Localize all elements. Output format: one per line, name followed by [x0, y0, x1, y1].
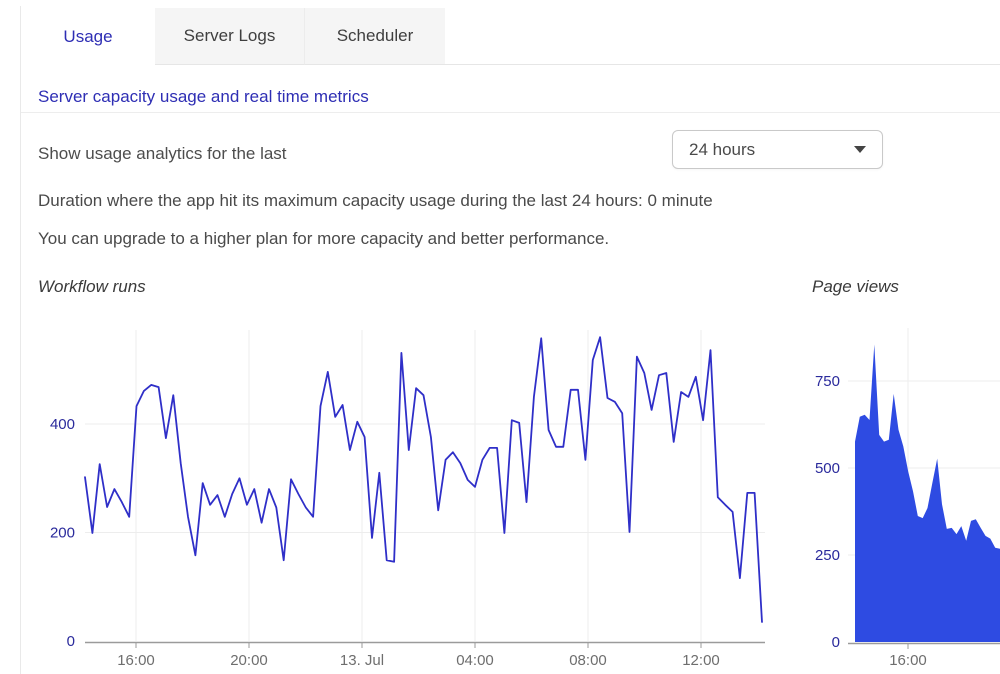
svg-text:16:00: 16:00 — [117, 652, 155, 669]
analytics-range-label: Show usage analytics for the last — [38, 144, 287, 163]
svg-text:750: 750 — [815, 373, 840, 390]
svg-text:08:00: 08:00 — [569, 652, 607, 669]
svg-text:200: 200 — [50, 525, 75, 542]
tab-usage[interactable]: Usage — [21, 8, 155, 66]
svg-text:13. Jul: 13. Jul — [340, 652, 384, 669]
page-views-title: Page views — [812, 277, 899, 296]
page-views-chart: 16:00 0 250 500 750 — [815, 328, 1000, 669]
header-divider — [21, 112, 1000, 113]
max-capacity-duration-text: Duration where the app hit its maximum c… — [38, 191, 713, 210]
server-metrics-link[interactable]: Server capacity usage and real time metr… — [38, 87, 369, 106]
svg-text:250: 250 — [815, 547, 840, 564]
workflow-runs-chart: 16:00 20:00 13. Jul 04:00 08:00 12:00 0 200 400 — [50, 330, 765, 669]
time-range-dropdown[interactable]: 24 hours — [672, 130, 883, 169]
svg-text:04:00: 04:00 — [456, 652, 494, 669]
tab-server-logs[interactable]: Server Logs — [155, 8, 304, 65]
workflow-runs-title: Workflow runs — [38, 277, 146, 296]
chevron-down-icon — [854, 146, 866, 153]
tab-scheduler[interactable]: Scheduler — [304, 8, 445, 65]
svg-text:500: 500 — [815, 460, 840, 477]
tab-bar: Usage Server Logs Scheduler — [21, 8, 445, 66]
svg-text:16:00: 16:00 — [889, 652, 927, 669]
tab-bar-underline — [156, 64, 1000, 65]
svg-text:20:00: 20:00 — [230, 652, 268, 669]
upgrade-suggestion-text: You can upgrade to a higher plan for mor… — [38, 229, 610, 248]
panel-left-border — [20, 6, 21, 674]
time-range-value: 24 hours — [689, 139, 756, 159]
svg-text:400: 400 — [50, 416, 75, 433]
svg-text:0: 0 — [67, 633, 75, 650]
svg-text:12:00: 12:00 — [682, 652, 720, 669]
svg-text:0: 0 — [832, 634, 840, 651]
